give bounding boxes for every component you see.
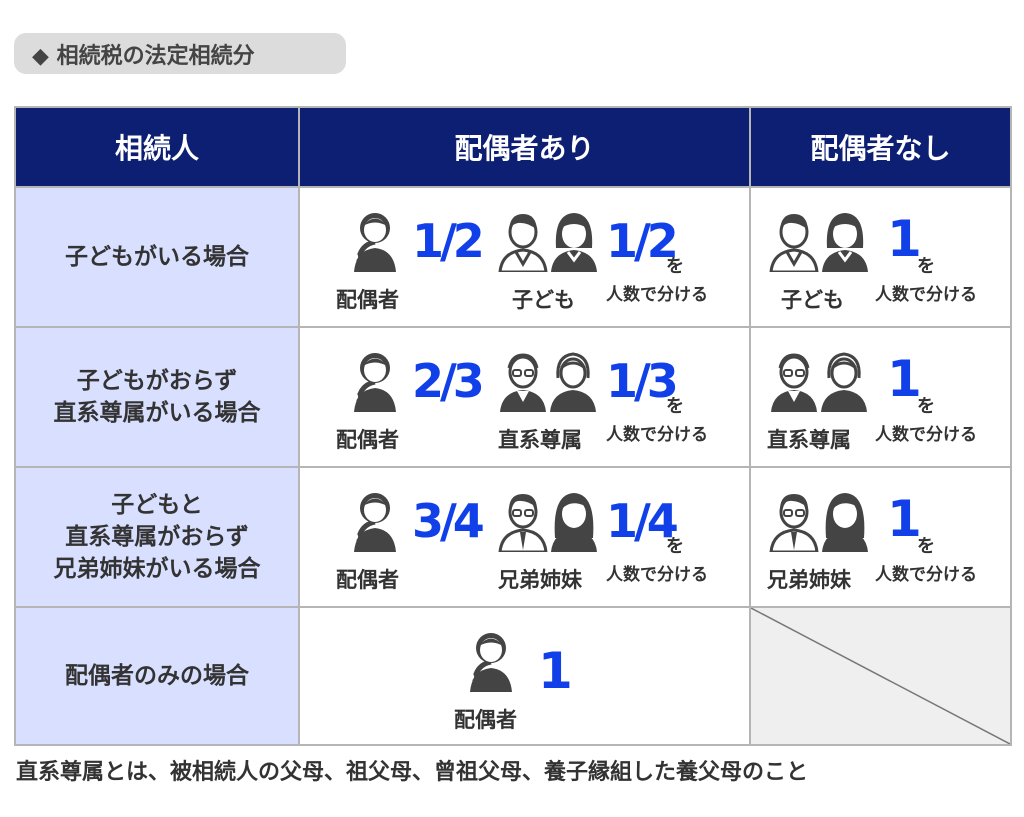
brother-icon [769,494,819,552]
brother-icon [498,494,548,552]
header-without-spouse: 配偶者なし [749,106,1012,188]
header-heir: 相続人 [14,106,300,188]
spouse-share: 1 [538,642,573,700]
split-note: 人数で分ける [875,425,977,445]
without-spouse-cell: 1 を 子ども 人数で分ける [749,186,1012,328]
sister-icon [551,493,597,552]
with-spouse-cell: 1/2 配偶者 1/2 を 子ども 人数で分ける [298,186,751,328]
table-row: 子どもと 直系尊属がおらず 兄弟姉妹がいる場合 3/4 配偶者 [14,466,1012,608]
spouse-label: 配偶者 [336,428,399,452]
wo-particle: を [917,536,935,557]
spouse-share: 1/2 [412,214,485,268]
diagonal-line [751,608,1010,744]
others-share: 1/4 [606,494,679,548]
nospouse-label: 子ども [781,288,844,312]
wo-particle: を [917,396,935,417]
split-note: 人数で分ける [606,285,708,305]
row-case: 子どもがいる場合 [14,186,300,328]
others-label: 子ども [512,288,575,312]
title-text: ◆ 相続税の法定相続分 [32,43,255,69]
inheritance-table: 相続人 配偶者あり 配偶者なし 子どもがいる場合 1/2 配偶者 [14,106,1012,746]
wo-particle: を [666,256,684,277]
others-label: 直系尊属 [498,428,582,452]
nospouse-label: 兄弟姉妹 [767,568,851,592]
nospouse-share: 1 [887,210,922,268]
grandfather-icon [500,353,546,412]
footnote: 直系尊属とは、被相続人の父母、祖父母、曾祖父母、養子縁組した養父母のこと [16,760,809,785]
split-note: 人数で分ける [606,565,708,585]
row-case: 子どもがおらず 直系尊属がいる場合 [14,326,300,468]
nospouse-share: 1 [887,490,922,548]
nospouse-share: 1 [887,350,922,408]
with-spouse-cell: 1 配偶者 [298,606,751,746]
grandfather-icon [771,353,817,412]
spouse-share: 3/4 [412,494,485,548]
others-label: 兄弟姉妹 [498,568,582,592]
woman-icon [354,493,396,552]
boy-icon [498,214,548,272]
girl-icon [822,213,868,272]
title-badge: ◆ 相続税の法定相続分 [14,33,346,74]
boy-icon [769,214,819,272]
woman-icon [354,213,396,272]
nospouse-label: 直系尊属 [767,428,851,452]
others-share: 1/3 [606,354,679,408]
wo-particle: を [917,256,935,277]
split-note: 人数で分ける [875,285,977,305]
without-spouse-cell: 1 を 兄弟姉妹 人数で分ける [749,466,1012,608]
others-share: 1/2 [606,214,679,268]
header-with-spouse: 配偶者あり [298,106,751,188]
split-note: 人数で分ける [606,425,708,445]
spouse-label: 配偶者 [454,708,517,732]
table-row: 子どもがおらず 直系尊属がいる場合 2/3 配偶者 [14,326,1012,468]
girl-icon [551,213,597,272]
spouse-label: 配偶者 [336,288,399,312]
with-spouse-cell: 2/3 配偶者 1/3 を 直系尊属 [298,326,751,468]
grandmother-icon [550,352,596,412]
without-spouse-cell: 1 を 直系尊属 人数で分ける [749,326,1012,468]
spouse-share: 2/3 [412,354,485,408]
wo-particle: を [666,396,684,417]
row-case: 子どもと 直系尊属がおらず 兄弟姉妹がいる場合 [14,466,300,608]
table-row: 子どもがいる場合 1/2 配偶者 [14,186,1012,328]
with-spouse-cell: 3/4 配偶者 1/4 を 兄弟姉妹 [298,466,751,608]
woman-icon [470,633,512,692]
not-applicable-cell [749,606,1012,746]
split-note: 人数で分ける [875,565,977,585]
row-case: 配偶者のみの場合 [14,606,300,746]
grandmother-icon [821,352,867,412]
wo-particle: を [666,536,684,557]
table-row: 配偶者のみの場合 1 配偶者 [14,606,1012,746]
sister-icon [822,493,868,552]
woman-icon [354,353,396,412]
table-header-row: 相続人 配偶者あり 配偶者なし [14,106,1012,188]
spouse-label: 配偶者 [336,568,399,592]
